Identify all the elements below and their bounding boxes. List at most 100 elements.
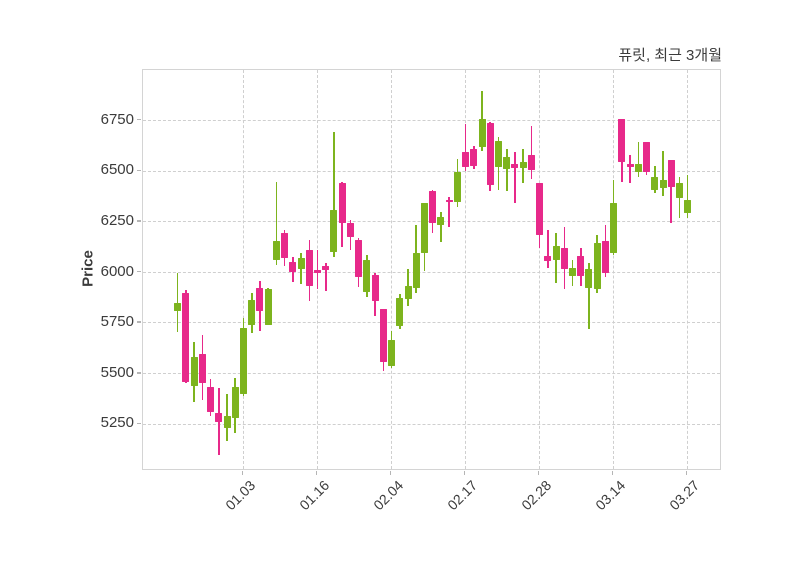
candle-body-up xyxy=(330,209,338,252)
candle-body-up xyxy=(659,180,667,189)
horizontal-gridline xyxy=(143,170,720,172)
candle-body-up xyxy=(420,203,428,254)
candle-body-down xyxy=(182,292,190,382)
y-tick-label: 6750 xyxy=(100,110,134,128)
candle-body-down xyxy=(560,248,568,270)
candle-body-up xyxy=(569,267,577,277)
candle-body-up xyxy=(404,286,412,300)
x-tick-mark xyxy=(685,471,688,475)
horizontal-gridline xyxy=(143,271,720,273)
candle-body-down xyxy=(207,386,215,413)
candle-body-down xyxy=(305,249,313,287)
candle-body-up xyxy=(412,252,420,288)
vertical-gridline xyxy=(390,70,392,469)
x-tick-label: 02.17 xyxy=(443,477,480,514)
candle-body-down xyxy=(429,190,437,223)
x-tick-mark xyxy=(611,471,614,475)
y-tick-label: 5250 xyxy=(100,414,134,432)
y-tick-label: 5500 xyxy=(100,363,134,381)
candle-wick-down xyxy=(448,196,450,227)
candle-wick-up xyxy=(588,263,590,330)
candle-body-up xyxy=(519,162,527,168)
x-tick-label: 03.14 xyxy=(591,477,628,514)
candle-body-up xyxy=(684,200,692,214)
x-tick-mark xyxy=(537,471,540,475)
x-tick-label: 01.16 xyxy=(295,477,332,514)
candle-body-up xyxy=(651,176,659,191)
y-tick-mark xyxy=(137,169,141,171)
candle-body-up xyxy=(363,259,371,293)
candle-wick-up xyxy=(662,151,664,196)
candle-body-down xyxy=(527,155,535,171)
x-tick-mark xyxy=(463,471,466,475)
candle-wick-up xyxy=(440,211,442,243)
horizontal-gridline xyxy=(143,119,720,121)
candle-body-down xyxy=(289,261,297,272)
vertical-gridline xyxy=(686,70,688,469)
candle-wick-up xyxy=(176,272,179,333)
y-tick-mark xyxy=(137,220,141,222)
vertical-gridline xyxy=(538,70,540,469)
candle-body-up xyxy=(437,217,445,226)
candle-wick-down xyxy=(514,152,516,204)
candle-body-down xyxy=(198,353,206,383)
candle-body-down xyxy=(215,413,223,423)
candle-wick-up xyxy=(637,142,640,178)
candle-body-down xyxy=(355,239,363,277)
candle-body-up xyxy=(248,299,256,325)
candle-wick-down xyxy=(530,125,533,179)
candle-body-up xyxy=(264,288,272,325)
candle-body-down xyxy=(511,163,519,168)
candle-body-down xyxy=(256,288,264,312)
candle-body-down xyxy=(643,142,651,172)
vertical-gridline xyxy=(612,70,614,469)
candle-body-up xyxy=(610,203,618,254)
vertical-gridline xyxy=(242,70,244,469)
plot-area xyxy=(142,69,721,470)
y-tick-mark xyxy=(137,372,141,374)
candle-body-up xyxy=(223,416,231,429)
x-tick-mark xyxy=(315,471,318,475)
candle-body-down xyxy=(536,183,544,235)
candle-wick-down xyxy=(324,262,327,292)
candle-body-down xyxy=(445,200,453,203)
candle-wick-up xyxy=(505,148,508,191)
y-tick-mark xyxy=(137,270,141,273)
candle-body-down xyxy=(346,222,354,237)
y-tick-mark xyxy=(137,118,141,121)
vertical-gridline xyxy=(464,70,466,469)
y-tick-label: 6500 xyxy=(100,161,134,179)
candle-body-down xyxy=(462,152,470,168)
candle-body-down xyxy=(618,119,626,163)
candle-body-up xyxy=(297,257,305,270)
horizontal-gridline xyxy=(143,373,720,375)
candle-body-up xyxy=(240,327,247,395)
candle-body-up xyxy=(593,242,601,290)
candle-wick-down xyxy=(629,155,631,184)
candle-body-up xyxy=(495,140,502,168)
x-tick-label: 02.04 xyxy=(369,477,406,514)
y-tick-mark xyxy=(137,422,141,425)
candle-body-up xyxy=(552,246,560,260)
y-tick-label: 6000 xyxy=(100,262,134,280)
candle-body-down xyxy=(667,160,675,187)
candle-body-up xyxy=(478,119,486,148)
candle-body-up xyxy=(388,340,396,366)
candle-body-down xyxy=(322,265,330,271)
candle-body-down xyxy=(486,122,494,186)
candle-body-up xyxy=(585,269,593,288)
x-tick-mark xyxy=(241,471,244,475)
x-tick-label: 01.03 xyxy=(221,477,258,514)
candle-body-up xyxy=(634,163,642,172)
candle-body-down xyxy=(601,241,609,273)
candle-body-up xyxy=(231,387,239,419)
candle-body-up xyxy=(272,240,280,260)
candle-body-up xyxy=(675,183,683,199)
candle-wick-down xyxy=(464,124,467,171)
horizontal-gridline xyxy=(143,322,720,324)
candle-wick-down xyxy=(547,229,549,268)
candle-body-down xyxy=(626,163,634,167)
x-tick-mark xyxy=(389,471,392,475)
x-tick-label: 03.27 xyxy=(665,477,703,514)
